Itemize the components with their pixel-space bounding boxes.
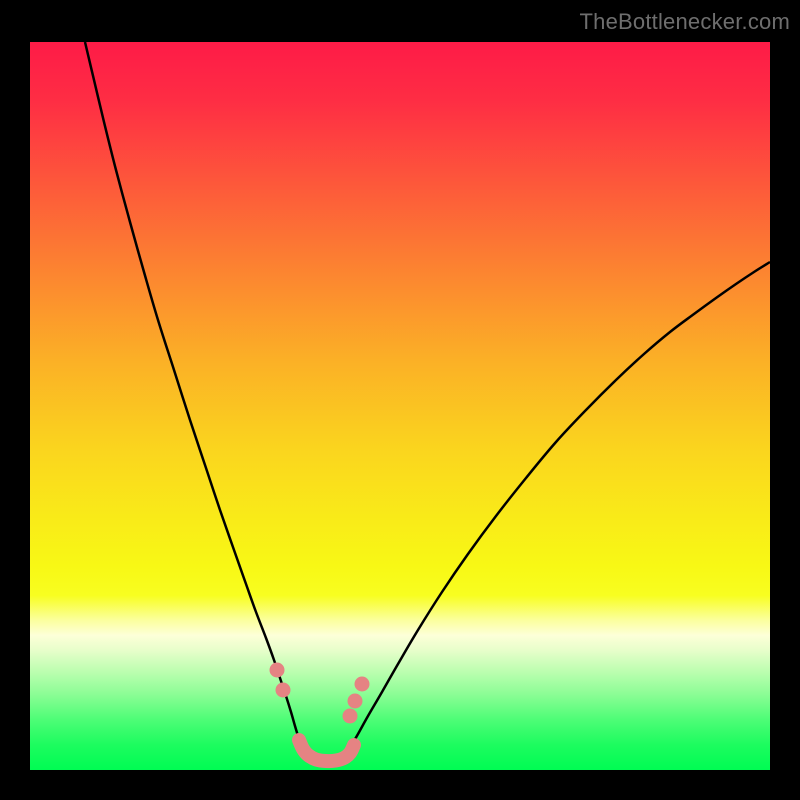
curve-layer — [30, 42, 770, 770]
curve-left — [85, 42, 301, 744]
watermark-text: TheBottlenecker.com — [580, 9, 790, 35]
marker-dot — [355, 677, 370, 692]
chart-container: TheBottlenecker.com — [0, 0, 800, 800]
marker-dot — [276, 683, 291, 698]
curve-right — [351, 262, 770, 746]
marker-dot — [343, 709, 358, 724]
marker-dot — [348, 694, 363, 709]
plot-area — [30, 42, 770, 770]
marker-dot — [270, 663, 285, 678]
curve-valley — [299, 740, 354, 761]
